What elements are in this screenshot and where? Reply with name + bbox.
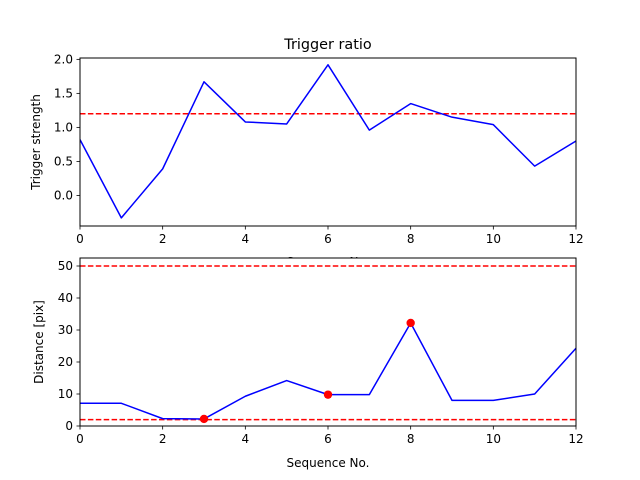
x-tick-label: 0 xyxy=(76,432,84,446)
y-tick-label: 20 xyxy=(58,355,73,369)
y-tick-label: 0.0 xyxy=(54,188,73,202)
chart-title: Trigger ratio xyxy=(283,37,372,53)
x-tick-label: 0 xyxy=(76,232,84,246)
x-tick-label: 2 xyxy=(159,232,167,246)
y-axis-title: Trigger strength xyxy=(29,94,43,191)
plot-frame xyxy=(79,57,577,227)
highlight-point xyxy=(199,414,209,424)
y-tick-label: 1.0 xyxy=(54,120,73,134)
y-tick-label: 40 xyxy=(58,291,73,305)
x-tick-label: 2 xyxy=(159,432,167,446)
y-axis-title: Distance [pix] xyxy=(32,300,46,384)
y-tick-label: 30 xyxy=(58,323,73,337)
plot-background xyxy=(80,258,576,426)
x-axis-title: Sequence No. xyxy=(287,456,370,470)
y-tick-label: 50 xyxy=(58,259,73,273)
y-tick-label: 10 xyxy=(58,387,73,401)
x-tick-label: 8 xyxy=(407,432,415,446)
x-tick-label: 10 xyxy=(486,232,501,246)
distance-plot: 0 2 4 6 8 10 12 0 10 20 30 40 50 Sequence No. Distan… xyxy=(32,257,584,470)
y-tick-label: 1.5 xyxy=(54,86,73,100)
x-tick-label: 4 xyxy=(242,232,250,246)
x-tick-label: 6 xyxy=(324,432,332,446)
highlight-point xyxy=(406,318,415,328)
y-tick-label: 0.5 xyxy=(54,154,73,168)
series-line xyxy=(80,64,576,219)
y-tick-label: 2.0 xyxy=(54,52,73,66)
x-tick-label: 8 xyxy=(407,232,415,246)
x-tick-label: 6 xyxy=(324,232,332,246)
x-tick-label: 10 xyxy=(486,432,501,446)
y-tick-label: 0 xyxy=(65,419,73,433)
highlight-point xyxy=(323,390,333,399)
x-tick-label: 12 xyxy=(568,232,583,246)
x-tick-label: 4 xyxy=(242,432,250,446)
data-area xyxy=(80,64,576,219)
x-tick-label: 12 xyxy=(568,432,583,446)
